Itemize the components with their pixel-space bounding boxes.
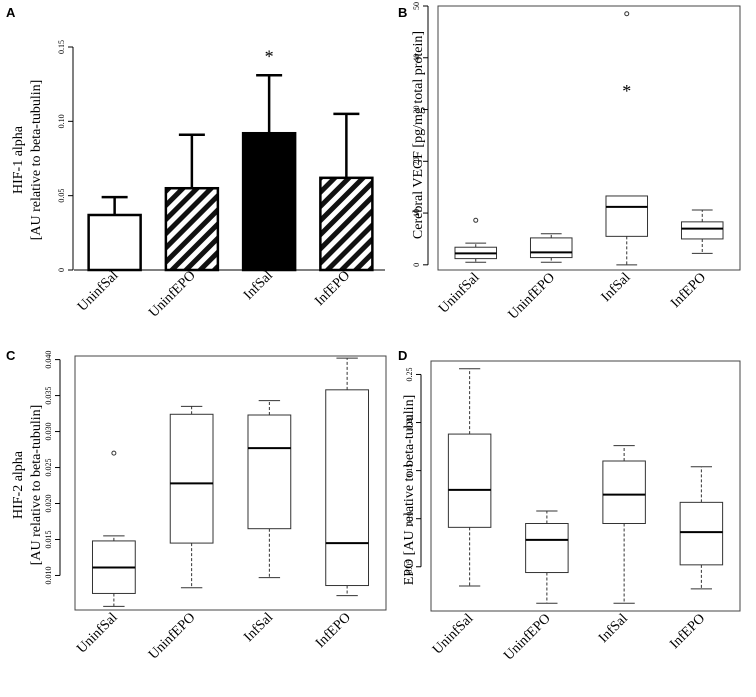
category-label: InfSal (241, 268, 276, 303)
y-tick-label: 0.010 (44, 566, 53, 584)
category-label: UninfEPO (146, 610, 198, 662)
bar (319, 176, 374, 272)
category-label: UninfEPO (501, 611, 553, 663)
y-tick-label: 0.20 (405, 416, 414, 430)
box-iqr (602, 460, 646, 524)
significance-star: * (622, 81, 631, 101)
category-label: InfEPO (313, 610, 354, 651)
bar (87, 213, 142, 272)
y-tick-label: 0.020 (44, 495, 53, 513)
category-label: UninfSal (436, 270, 482, 316)
y-axis-title: Cerebral VEGF [pg/mg total protein] (411, 31, 426, 239)
bar (164, 186, 220, 272)
box-iqr (605, 195, 649, 237)
y-axis-title-unit: [AU relative to beta-tubulin] (29, 80, 44, 241)
y-tick-label: 0 (57, 268, 66, 272)
category-label: InfSal (596, 611, 631, 646)
y-tick-label: 0.10 (405, 512, 414, 526)
category-label: UninfSal (430, 611, 476, 657)
y-tick-label: 0.15 (405, 464, 414, 478)
category-label: UninfSal (74, 610, 120, 656)
y-tick-label: 30 (412, 106, 421, 114)
plot-frame (74, 355, 387, 611)
box-iqr (529, 237, 573, 259)
panel-d: D 0.05 0.10 0.15 0.20 0.25 EPO [AU relative to… (398, 348, 741, 664)
y-tick-label: 0.05 (57, 189, 66, 203)
panel-a: A 0 0.05 0.10 0.15 HIF-1 alpha [AU relative to… (6, 5, 385, 321)
box-iqr (325, 389, 370, 587)
panel-letter-d: D (398, 348, 407, 363)
y-tick-label: 0.015 (44, 530, 53, 548)
significance-star: * (265, 46, 274, 66)
box-outlier (473, 217, 479, 223)
y-tick-label: 0.25 (405, 367, 414, 381)
plot-frame (437, 5, 741, 271)
y-tick-label: 0.15 (57, 40, 66, 54)
y-axis-title: HIF-2 alpha (11, 450, 26, 519)
y-tick-label: 0.040 (44, 351, 53, 369)
y-tick-label: 40 (412, 54, 421, 62)
bar (241, 131, 297, 272)
category-label: InfSal (241, 610, 276, 645)
y-tick-label: 0.025 (44, 459, 53, 477)
panel-letter-c: C (6, 348, 16, 363)
category-label: InfEPO (668, 270, 709, 311)
box-iqr (525, 523, 569, 574)
box-iqr (247, 414, 292, 530)
y-tick-label: 0.05 (405, 560, 414, 574)
plot-frame (430, 360, 741, 612)
category-label: UninfSal (75, 268, 121, 314)
panel-b: B 0 10 20 30 40 50 Cerebral VEGF [pg/mg total p… (398, 2, 741, 323)
box-iqr (169, 413, 214, 544)
box-iqr (679, 501, 724, 566)
panel-c: C 0.010 0.015 0.020 0.025 0.030 0.035 0.040 HIF-… (6, 348, 387, 663)
y-axis-title: HIF-1 alpha (11, 125, 26, 194)
y-tick-label: 0.10 (57, 114, 66, 128)
y-axis-title: EPO [AU relative to beta-tubulin] (402, 395, 417, 586)
category-label: UninfEPO (146, 268, 198, 320)
y-tick-label: 20 (412, 157, 421, 165)
y-tick-label: 0.030 (44, 423, 53, 441)
y-tick-label: 0 (412, 263, 421, 267)
category-label: InfEPO (312, 268, 353, 309)
y-tick-label: 0.035 (44, 387, 53, 405)
panel-letter-b: B (398, 5, 407, 20)
y-axis-title-unit: [AU relative to beta-tubulin] (29, 405, 44, 566)
panel-letter-a: A (6, 5, 16, 20)
y-tick-label: 50 (412, 2, 421, 10)
category-label: InfSal (599, 270, 634, 305)
box-outlier (624, 11, 630, 17)
category-label: UninfEPO (506, 270, 558, 322)
category-label: InfEPO (667, 611, 708, 652)
y-tick-label: 10 (412, 209, 421, 217)
box-iqr (447, 433, 492, 528)
box-iqr (680, 221, 724, 240)
box-outlier (111, 450, 117, 456)
